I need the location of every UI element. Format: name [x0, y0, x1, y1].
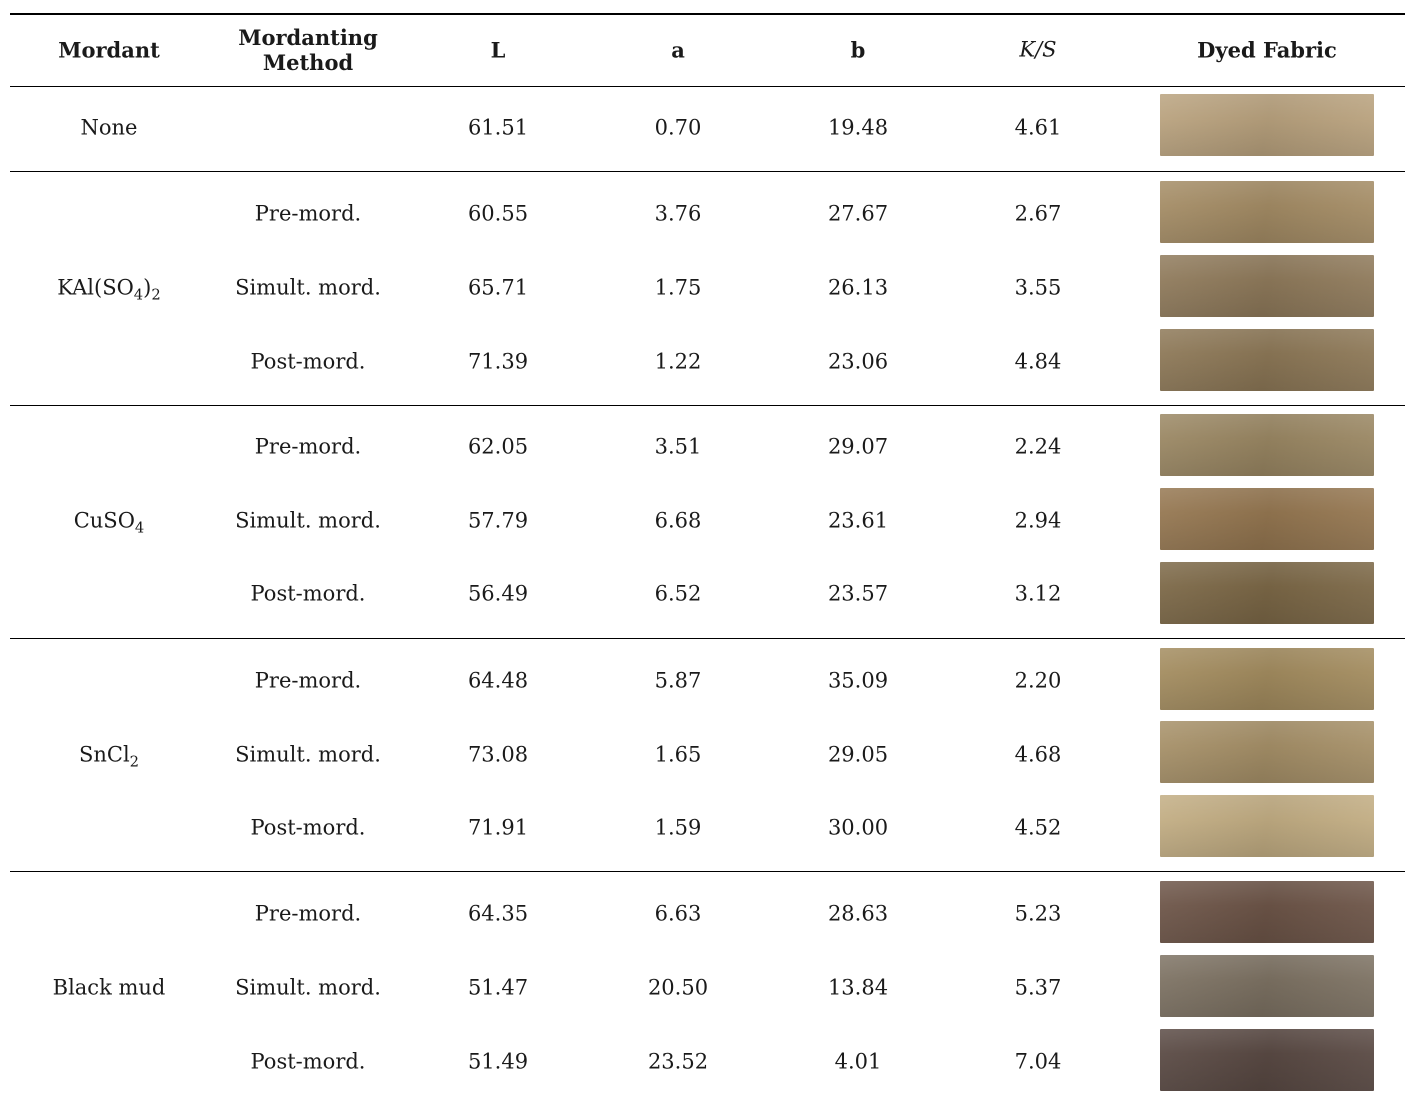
fabric-swatch: [1160, 562, 1374, 624]
value-b: 35.09: [827, 668, 889, 693]
value-a: 23.52: [647, 1049, 709, 1074]
header-b: b: [850, 37, 866, 63]
fabric-swatch: [1160, 955, 1374, 1017]
mordant-cuso4: CuSO4: [73, 508, 145, 537]
value-L: 71.91: [467, 815, 529, 840]
value-b: 4.01: [834, 1049, 882, 1074]
fabric-swatch: [1160, 94, 1374, 156]
method-cell: Post-mord.: [250, 1049, 366, 1074]
value-a: 1.22: [654, 349, 702, 374]
value-ks: 2.67: [1014, 201, 1062, 226]
value-b: 19.48: [827, 115, 889, 140]
value-L: 61.51: [467, 115, 529, 140]
value-a: 3.76: [654, 201, 702, 226]
fabric-swatch: [1160, 181, 1374, 243]
method-cell: Post-mord.: [250, 349, 366, 374]
value-L: 71.39: [467, 349, 529, 374]
value-a: 6.63: [654, 901, 702, 926]
mordant-black-mud: Black mud: [52, 975, 166, 1000]
fabric-swatch: [1160, 329, 1374, 391]
value-ks: 4.52: [1014, 815, 1062, 840]
fabric-swatch: [1160, 721, 1374, 783]
value-b: 28.63: [827, 901, 889, 926]
value-ks: 3.55: [1014, 275, 1062, 300]
value-a: 1.75: [654, 275, 702, 300]
value-a: 0.70: [654, 115, 702, 140]
value-b: 30.00: [827, 815, 889, 840]
group-rule: [10, 171, 1405, 172]
method-cell: Simult. mord.: [235, 275, 381, 300]
value-L: 51.47: [467, 975, 529, 1000]
method-cell: Pre-mord.: [254, 668, 362, 693]
value-ks: 2.24: [1014, 434, 1062, 459]
group-rule: [10, 405, 1405, 406]
method-cell: Simult. mord.: [235, 975, 381, 1000]
value-ks: 4.84: [1014, 349, 1062, 374]
value-a: 20.50: [647, 975, 709, 1000]
value-ks: 7.04: [1014, 1049, 1062, 1074]
value-b: 23.06: [827, 349, 889, 374]
header-mordanting-method: Mordanting Method: [238, 25, 378, 75]
method-cell: Post-mord.: [250, 581, 366, 606]
method-cell: Simult. mord.: [235, 742, 381, 767]
value-ks: 3.12: [1014, 581, 1062, 606]
value-b: 29.05: [827, 742, 889, 767]
value-a: 6.52: [654, 581, 702, 606]
value-b: 23.57: [827, 581, 889, 606]
fabric-swatch: [1160, 414, 1374, 476]
value-L: 65.71: [467, 275, 529, 300]
value-ks: 5.23: [1014, 901, 1062, 926]
mordant-none: None: [80, 115, 138, 140]
value-ks: 2.94: [1014, 508, 1062, 533]
value-L: 51.49: [467, 1049, 529, 1074]
value-L: 57.79: [467, 508, 529, 533]
fabric-swatch: [1160, 488, 1374, 550]
method-cell: Post-mord.: [250, 815, 366, 840]
value-a: 3.51: [654, 434, 702, 459]
header-a: a: [671, 37, 685, 63]
value-a: 1.65: [654, 742, 702, 767]
method-cell: Pre-mord.: [254, 901, 362, 926]
fabric-swatch: [1160, 255, 1374, 317]
method-cell: Pre-mord.: [254, 201, 362, 226]
header-rule: [10, 86, 1405, 87]
fabric-swatch: [1160, 1029, 1374, 1091]
value-L: 60.55: [467, 201, 529, 226]
value-b: 23.61: [827, 508, 889, 533]
fabric-swatch: [1160, 648, 1374, 710]
top-rule: [10, 13, 1405, 15]
group-rule: [10, 638, 1405, 639]
value-b: 27.67: [827, 201, 889, 226]
fabric-swatch: [1160, 795, 1374, 857]
value-L: 64.48: [467, 668, 529, 693]
mordant-sncl2: SnCl2: [78, 742, 140, 771]
header-dyed-fabric: Dyed Fabric: [1197, 37, 1337, 63]
value-ks: 4.68: [1014, 742, 1062, 767]
group-rule: [10, 871, 1405, 872]
header-method-line1: Mordanting: [238, 24, 378, 50]
method-cell: Pre-mord.: [254, 434, 362, 459]
value-ks: 4.61: [1014, 115, 1062, 140]
value-L: 56.49: [467, 581, 529, 606]
value-L: 62.05: [467, 434, 529, 459]
header-mordant: Mordant: [58, 37, 160, 63]
header-method-line2: Method: [262, 50, 354, 75]
header-L: L: [490, 37, 506, 63]
value-L: 73.08: [467, 742, 529, 767]
value-b: 26.13: [827, 275, 889, 300]
value-a: 6.68: [654, 508, 702, 533]
value-b: 29.07: [827, 434, 889, 459]
value-b: 13.84: [827, 975, 889, 1000]
value-ks: 5.37: [1014, 975, 1062, 1000]
mordant-kal-so4-2: KAl(SO4)2: [57, 275, 161, 304]
value-a: 1.59: [654, 815, 702, 840]
value-L: 64.35: [467, 901, 529, 926]
header-ks: K/S: [1019, 37, 1057, 62]
value-a: 5.87: [654, 668, 702, 693]
method-cell: Simult. mord.: [235, 508, 381, 533]
fabric-swatch: [1160, 881, 1374, 943]
value-ks: 2.20: [1014, 668, 1062, 693]
